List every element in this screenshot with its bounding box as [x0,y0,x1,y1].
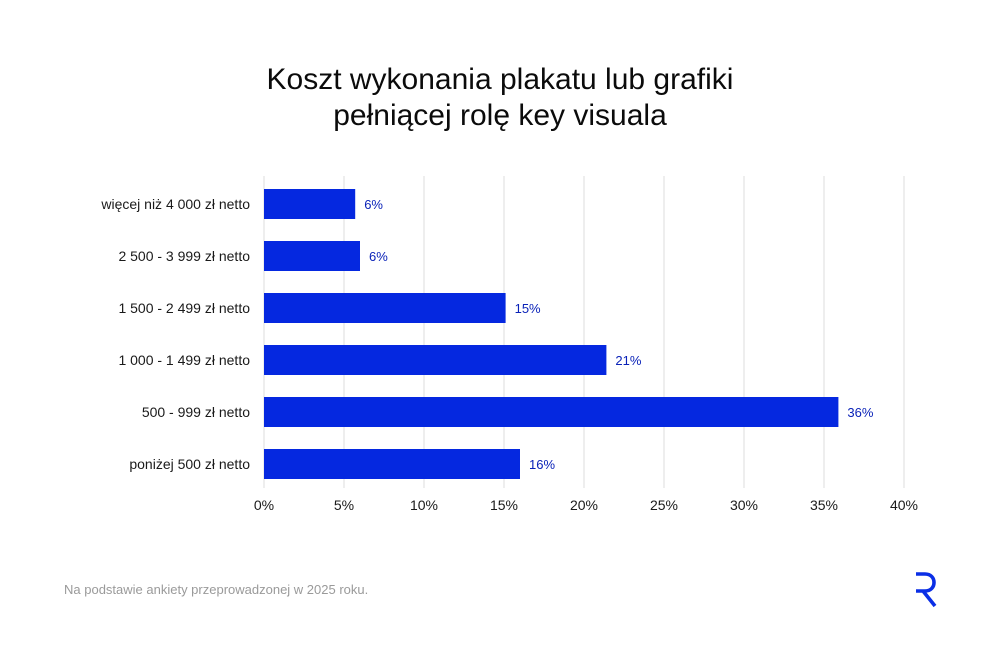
x-tick-label: 20% [570,497,598,513]
data-label: 6% [364,197,383,212]
bar [264,241,360,271]
bars [264,189,839,479]
brand-r-logo-icon [916,572,937,608]
bar [264,397,839,427]
chart-title-line-1: Koszt wykonania plakatu lub grafiki [266,63,734,96]
category-label: 500 - 999 zł netto [142,404,250,420]
x-tick-label: 15% [490,497,518,513]
data-label: 36% [847,405,873,420]
labels: 0% 5% 10% 15% 20% 25% 30% 35% 40% więcej niż 4 00… [100,196,918,513]
category-label: 1 500 - 2 499 zł netto [118,300,250,316]
category-label: poniżej 500 zł netto [129,456,250,472]
bar [264,345,607,375]
bar [264,449,520,479]
x-tick-label: 35% [810,497,838,513]
data-label: 16% [529,457,555,472]
gridlines [263,176,905,488]
bar [264,189,356,219]
x-tick-label: 25% [650,497,678,513]
x-tick-label: 10% [410,497,438,513]
x-tick-label: 30% [730,497,758,513]
source-footnote: Na podstawie ankiety przeprowadzonej w 2… [64,582,369,597]
data-label: 15% [515,301,541,316]
chart-title: Koszt wykonania plakatu lub grafiki pełn… [0,62,1000,134]
category-label: 2 500 - 3 999 zł netto [118,248,250,264]
x-tick-label: 0% [254,497,274,513]
x-tick-label: 40% [890,497,918,513]
category-label: 1 000 - 1 499 zł netto [118,352,250,368]
bar [264,293,506,323]
category-label: więcej niż 4 000 zł netto [100,196,250,212]
x-tick-label: 5% [334,497,354,513]
chart-title-line-2: pełniącej rolę key visuala [333,99,667,132]
data-label: 21% [615,353,641,368]
data-label: 6% [369,249,388,264]
